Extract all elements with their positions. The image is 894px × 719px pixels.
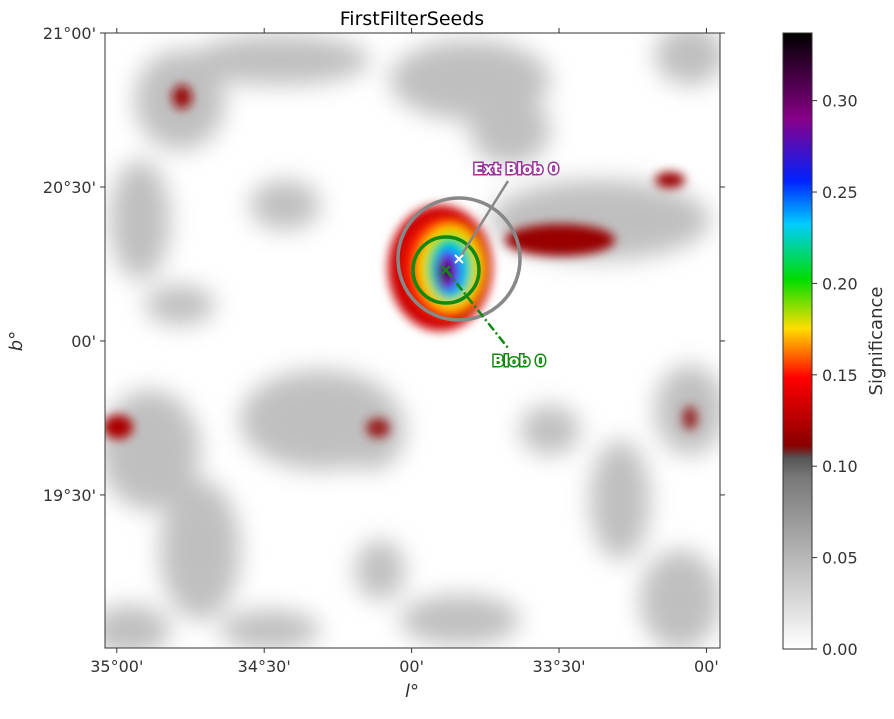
- y-axis-label: b°: [6, 331, 27, 351]
- colorbar-tick-label: 0.20: [822, 274, 858, 293]
- colorbar-tick-label: 0.10: [822, 457, 858, 476]
- x-axis-label: l°: [405, 681, 419, 702]
- y-tick-label: 20°30': [43, 178, 96, 197]
- x-tick-label: 00': [694, 657, 719, 676]
- colorbar-tick-label: 0.25: [822, 183, 858, 202]
- colorbar-tick-label: 0.15: [822, 366, 858, 385]
- colorbar-tick-label: 0.00: [822, 640, 858, 659]
- colorbar: [782, 32, 813, 650]
- colorbar-tick-label: 0.30: [822, 92, 858, 111]
- annotation: Ext Blob 0: [473, 160, 559, 178]
- x-tick-label: 00': [399, 657, 424, 676]
- y-tick-label: 21°00': [43, 24, 96, 43]
- y-tick-label: 19°30': [43, 486, 96, 505]
- x-tick-label: 35°00': [90, 657, 143, 676]
- annotation: Blob 0: [492, 352, 545, 370]
- heatmap: [105, 33, 720, 648]
- chart-title: FirstFilterSeeds: [340, 8, 484, 30]
- y-tick-label: 00': [71, 332, 96, 351]
- colorbar-label: Significance: [866, 287, 887, 396]
- x-tick-label: 34°30': [238, 657, 291, 676]
- x-tick-label: 33°30': [532, 657, 585, 676]
- colorbar-tick-label: 0.05: [822, 549, 858, 568]
